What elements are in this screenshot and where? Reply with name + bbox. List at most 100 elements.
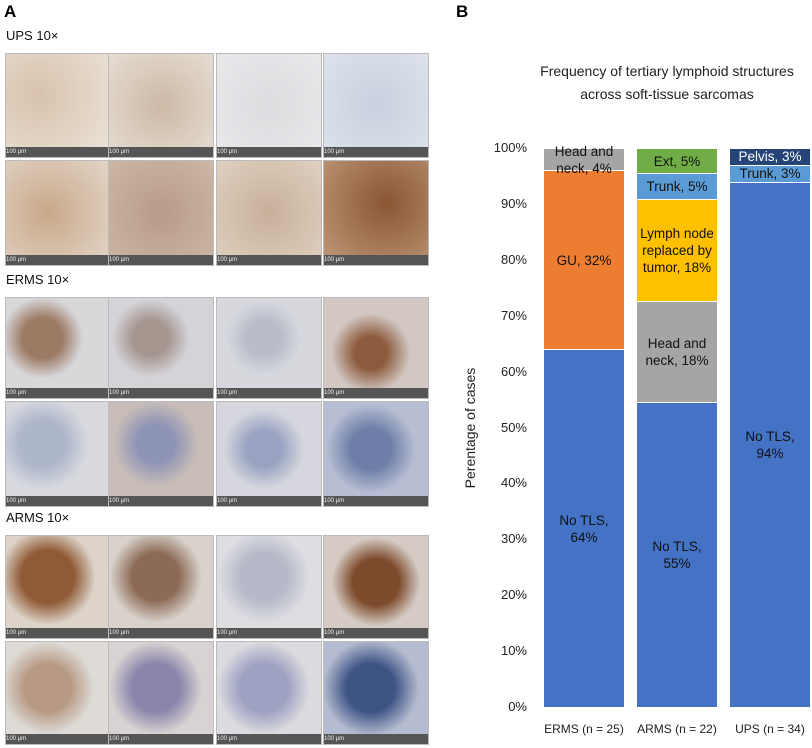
micrograph-tile: 100 μm CD163 [108, 401, 214, 507]
micrograph-tile: 100 μm CSF1R [216, 641, 322, 745]
bar-segment: No TLS, 55% [637, 402, 717, 707]
scale-bar: 100 μm CSF1R [217, 734, 321, 744]
y-tick-label: 90% [500, 195, 527, 211]
scale-bar: 100 μm PD-L1 [324, 496, 428, 506]
scale-bar: 100 μm CD31 [6, 734, 110, 744]
bar-segment: Ext, 5% [637, 148, 717, 174]
marker-label: FOXP3 [217, 398, 321, 399]
scale-bar: 100 μm CSF1R [217, 496, 321, 506]
segment-label: Ext, 5% [653, 153, 701, 169]
marker-label: PD-L1 [324, 744, 428, 745]
marker-label: CD3 [6, 157, 110, 158]
scale-bar: 100 μm CD3 [6, 147, 110, 157]
micrograph-tile: 100 μm PD-L1 [323, 160, 429, 266]
section-title: ERMS 10× [6, 272, 70, 287]
marker-label: FOXP3 [217, 157, 321, 158]
micrograph-tile: 100 μm CD20 [323, 297, 429, 399]
y-tick-label: 30% [500, 531, 527, 547]
micrograph-tile: 100 μm CD3 [5, 297, 111, 399]
segment-label: No TLS, 94% [745, 428, 795, 461]
scale-label: 100 μm [6, 257, 27, 263]
scale-label: 100 μm [6, 498, 27, 504]
segment-label: No TLS, 64% [559, 512, 609, 545]
y-tick-label: 60% [500, 363, 527, 379]
scale-label: 100 μm [217, 498, 238, 504]
scale-label: 100 μm [217, 257, 238, 263]
marker-label: CD20 [324, 398, 428, 399]
micrograph-tile: 100 μm CD20 [323, 535, 429, 639]
micrograph-tile: 100 μm CD31 [5, 160, 111, 266]
marker-label: CSF1R [217, 265, 321, 266]
micrograph-tile: 100 μm CD8 [108, 53, 214, 158]
y-tick-label: 0% [508, 699, 527, 714]
bar-segment: No TLS, 94% [730, 181, 810, 707]
scale-bar: 100 μm PD-L1 [324, 255, 428, 265]
segment-label: Lymph node replaced by tumor, 18% [640, 225, 714, 275]
micrograph-tile: 100 μm CD163 [108, 160, 214, 266]
scale-label: 100 μm [109, 149, 130, 155]
scale-label: 100 μm [324, 498, 345, 504]
micrograph-tile: 100 μm CD163 [108, 641, 214, 745]
marker-label: CD20 [324, 638, 428, 639]
segment-label: GU, 32% [556, 252, 612, 268]
scale-bar: 100 μm CSF1R [217, 255, 321, 265]
scale-bar: 100 μm CD8 [109, 388, 213, 398]
scale-bar: 100 μm CD3 [6, 628, 110, 638]
scale-label: 100 μm [6, 630, 27, 636]
scale-bar: 100 μm FOXP3 [217, 147, 321, 157]
scale-label: 100 μm [6, 149, 27, 155]
scale-bar: 100 μm CD8 [109, 628, 213, 638]
x-tick-label: ARMS (n = 22) [637, 722, 717, 736]
micrograph-tile: 100 μm CD31 [5, 401, 111, 507]
micrograph-tile: 100 μm PD-L1 [323, 401, 429, 507]
marker-label: CD8 [109, 398, 213, 399]
bar-segment: Head and neck, 18% [637, 300, 717, 403]
segment-label: Trunk, 3% [739, 166, 801, 182]
scale-label: 100 μm [324, 390, 345, 396]
bar-segment: Lymph node replaced by tumor, 18% [637, 198, 717, 301]
segment-label: Head and neck, 4% [554, 143, 614, 176]
scale-bar: 100 μm CD163 [109, 734, 213, 744]
micrograph-tile: 100 μm FOXP3 [216, 535, 322, 639]
scale-bar: 100 μm FOXP3 [217, 388, 321, 398]
marker-label: CD31 [6, 506, 110, 507]
scale-label: 100 μm [217, 736, 238, 742]
y-axis-label: Perentage of cases [462, 367, 478, 489]
micrograph-tile: 100 μm PD-L1 [323, 641, 429, 745]
micrograph-tile: 100 μm CSF1R [216, 160, 322, 266]
marker-label: CSF1R [217, 744, 321, 745]
marker-label: CD163 [109, 744, 213, 745]
chart-title: Frequency of tertiary lymphoid structure… [540, 63, 794, 102]
y-tick-label: 20% [500, 587, 527, 603]
marker-label: CD8 [109, 157, 213, 158]
bar-segment: GU, 32% [544, 170, 624, 350]
marker-label: CD3 [6, 638, 110, 639]
bar-segment: Pelvis, 3% [730, 148, 810, 165]
segment-label: Pelvis, 3% [738, 149, 802, 165]
micrograph-tile: 100 μm CD31 [5, 641, 111, 745]
marker-label: CD163 [109, 506, 213, 507]
bar-segment: Head and neck, 4% [544, 143, 624, 176]
micrograph-tile: 100 μm FOXP3 [216, 297, 322, 399]
bar-segment: No TLS, 64% [544, 349, 624, 707]
y-tick-label: 50% [500, 419, 527, 435]
marker-label: PD-L1 [324, 265, 428, 266]
section-title: ARMS 10× [6, 510, 70, 525]
micrograph-tile: 100 μm FOXP3 [216, 53, 322, 158]
scale-bar: 100 μm FOXP3 [217, 628, 321, 638]
marker-label: CD8 [109, 638, 213, 639]
segment-label: Trunk, 5% [646, 179, 708, 195]
y-tick-label: 40% [500, 475, 527, 491]
scale-bar: 100 μm CD163 [109, 496, 213, 506]
bar-segment: Trunk, 3% [730, 164, 810, 182]
scale-label: 100 μm [109, 390, 130, 396]
marker-label: CD20 [324, 157, 428, 158]
marker-label: CD163 [109, 265, 213, 266]
scale-label: 100 μm [6, 736, 27, 742]
micrograph-tile: 100 μm CD3 [5, 535, 111, 639]
scale-label: 100 μm [109, 257, 130, 263]
scale-bar: 100 μm CD31 [6, 255, 110, 265]
panel-label: B [456, 2, 469, 21]
y-tick-label: 70% [500, 307, 527, 323]
segment-label: Head and neck, 18% [645, 335, 709, 368]
